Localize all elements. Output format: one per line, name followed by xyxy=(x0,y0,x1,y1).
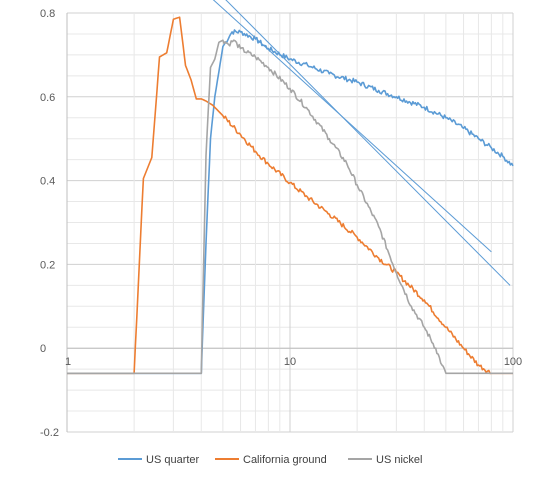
x-tick-label: 1 xyxy=(65,356,71,368)
y-tick-label: 0.8 xyxy=(40,8,55,20)
legend-label: California ground xyxy=(243,454,327,466)
x-tick-label: 100 xyxy=(504,356,522,368)
tick-labels: 0.8 0.6 0.4 0.2 0 -0.2 1 10 100 xyxy=(40,8,522,439)
series-lines xyxy=(67,16,514,375)
y-tick-label: 0.2 xyxy=(40,259,55,271)
trend-line xyxy=(212,0,492,253)
y-tick-label: 0.6 xyxy=(40,92,55,104)
axes xyxy=(66,13,513,432)
legend-label: US quarter xyxy=(146,454,200,466)
y-tick-label: -0.2 xyxy=(40,427,59,439)
legend: US quarter California ground US nickel xyxy=(118,454,422,466)
series-us-nickel xyxy=(67,39,513,375)
trend-line xyxy=(225,0,511,286)
x-tick-label: 10 xyxy=(284,356,296,368)
y-tick-label: 0.4 xyxy=(40,176,55,188)
reference-lines xyxy=(212,0,511,286)
y-tick-label: 0 xyxy=(40,343,46,355)
series-california-ground xyxy=(67,16,513,375)
legend-label: US nickel xyxy=(376,454,422,466)
